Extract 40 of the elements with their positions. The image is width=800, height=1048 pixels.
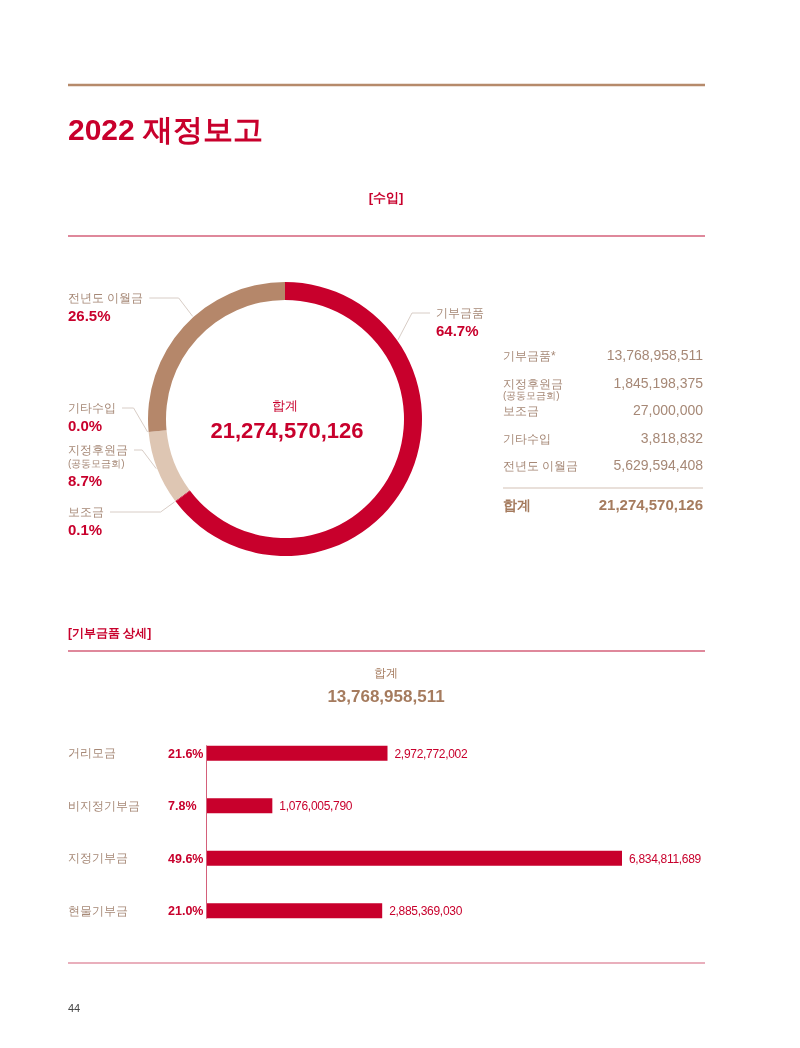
data-label: 0.1% <box>68 521 103 538</box>
text: 합계 <box>272 398 298 413</box>
text: 13,768,958,511 <box>327 687 445 706</box>
text: 44 <box>68 1002 81 1014</box>
text: 합계 <box>503 497 531 513</box>
text: 합계 <box>374 666 398 680</box>
text: 5,629,594,408 <box>613 457 703 473</box>
y-tick-label: 지정기부금 <box>68 852 128 865</box>
y-tick-label: 비지정기부금 <box>68 799 140 812</box>
y-tick-label: 현물기부금 <box>68 904 128 917</box>
category-label: 지정후원금 (공동모금회) <box>503 376 563 401</box>
text: 49.6% <box>168 851 204 866</box>
category-label: 기타수입 <box>503 431 551 446</box>
text: 21.6% <box>168 746 204 761</box>
data-label: 2,972,772,002 <box>394 746 468 761</box>
text: 27,000,000 <box>632 402 703 418</box>
slice-label: 지정후원금 (공동모금회) <box>68 443 128 469</box>
slice-label: 기부금품 <box>436 306 484 320</box>
category-label: 보조금 <box>503 404 539 418</box>
category-label: 전년도 이월금 <box>503 459 579 473</box>
data-label: 2,885,369,030 <box>389 904 463 919</box>
data-label: 26.5% <box>68 307 111 324</box>
text: 21,274,570,126 <box>210 418 364 443</box>
slice-label: 보조금 <box>68 505 104 519</box>
data-label: 8.7% <box>68 472 103 489</box>
slice-label: 전년도 이월금 <box>68 291 144 305</box>
data-label: 1,076,005,790 <box>279 799 353 814</box>
data-label: 6,834,811,689 <box>629 851 702 866</box>
text: 3,818,832 <box>640 429 703 446</box>
category-label: 기부금품* <box>503 349 556 363</box>
data-label: 64.7% <box>436 322 479 339</box>
text: 21.0% <box>168 904 204 919</box>
text: 7.8% <box>168 799 197 814</box>
chart-title: 2022 재정보고 <box>68 113 264 146</box>
text: 13,768,958,511 <box>606 347 703 363</box>
text: 21,274,570,126 <box>598 496 703 513</box>
chart-subtitle: [수입] <box>368 190 404 205</box>
y-tick-label: 거리모금 <box>68 747 116 760</box>
text: [기부금품 상세] <box>68 626 152 640</box>
text: 1,845,198,375 <box>613 374 703 391</box>
